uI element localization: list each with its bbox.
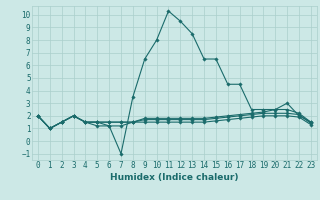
X-axis label: Humidex (Indice chaleur): Humidex (Indice chaleur) [110, 173, 239, 182]
